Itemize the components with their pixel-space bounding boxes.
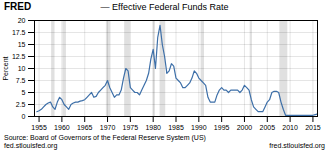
svg-text:10: 10 — [18, 65, 26, 72]
svg-text:2000: 2000 — [237, 124, 253, 131]
svg-text:2005: 2005 — [260, 124, 276, 131]
svg-text:1990: 1990 — [191, 124, 207, 131]
svg-text:1960: 1960 — [54, 124, 70, 131]
html-text:fred.stlouisfed.org: fred.stlouisfed.org — [269, 142, 325, 149]
svg-text:1955: 1955 — [31, 124, 47, 131]
svg-text:2.5: 2.5 — [16, 101, 26, 108]
svg-text:1985: 1985 — [168, 124, 184, 131]
svg-text:5: 5 — [22, 89, 26, 96]
svg-text:12.5: 12.5 — [12, 53, 26, 60]
svg-text:1975: 1975 — [123, 124, 139, 131]
html-text:— Effective Federal Funds Rate: — Effective Federal Funds Rate — [100, 2, 229, 12]
svg-text:0: 0 — [22, 113, 26, 120]
svg-text:1995: 1995 — [214, 124, 230, 131]
svg-text:1965: 1965 — [77, 124, 93, 131]
svg-text:Percent: Percent — [2, 56, 9, 80]
svg-text:2015: 2015 — [305, 124, 321, 131]
html-text:Source: Board of Governors of: Source: Board of Governors of the Federa… — [4, 134, 206, 149]
svg-text:15: 15 — [18, 41, 26, 48]
svg-text:7.5: 7.5 — [16, 77, 26, 84]
svg-text:2010: 2010 — [282, 124, 298, 131]
html-text:FRED: FRED — [4, 1, 32, 12]
svg-text:1970: 1970 — [100, 124, 116, 131]
svg-text:17.5: 17.5 — [12, 29, 26, 36]
svg-text:1980: 1980 — [145, 124, 161, 131]
svg-text:20: 20 — [18, 17, 26, 24]
